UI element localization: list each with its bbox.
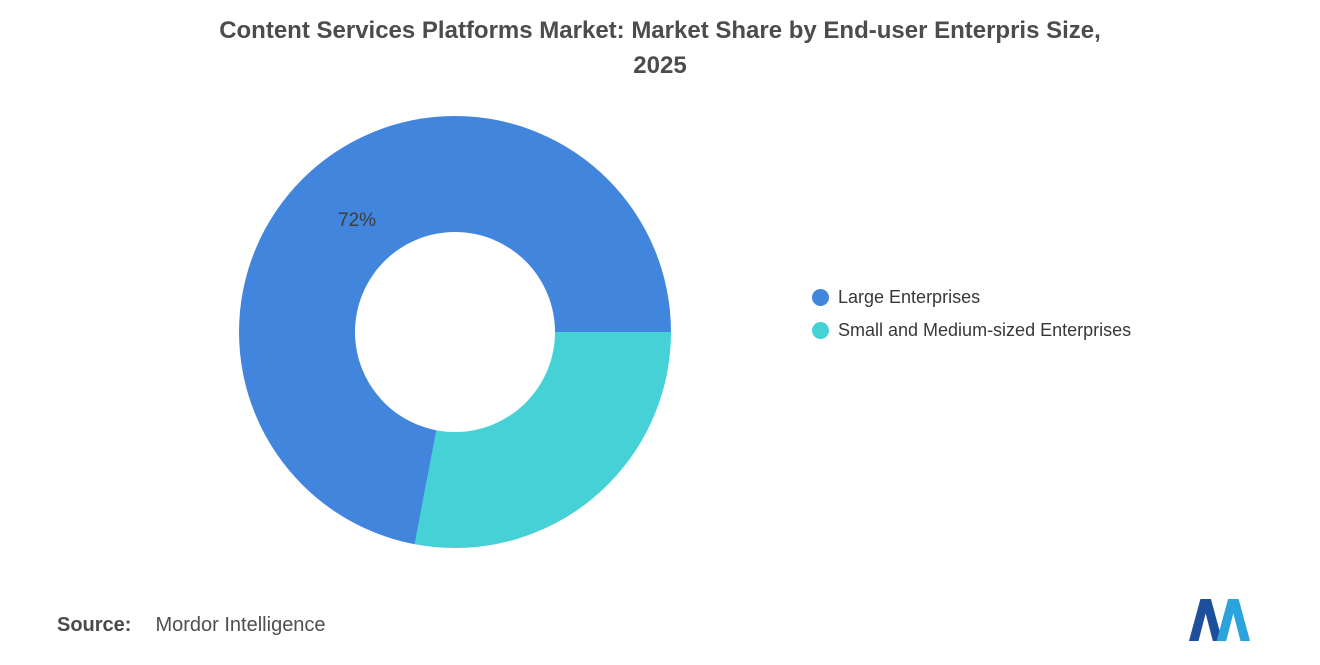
mordor-intelligence-logo (1188, 599, 1251, 641)
source-attribution: Source: Mordor Intelligence (57, 614, 326, 637)
chart-title-line1: Content Services Platforms Market: Marke… (219, 17, 1101, 44)
slice-data-label: 72% (338, 210, 377, 231)
source-text: Mordor Intelligence (155, 614, 326, 636)
chart-title: Content Services Platforms Market: Marke… (0, 14, 1320, 84)
legend-item-large-enterprises[interactable]: Large Enterprises (812, 284, 1131, 311)
legend-item-sme[interactable]: Small and Medium-sized Enterprises (812, 317, 1131, 344)
legend: Large Enterprises Small and Medium-sized… (812, 284, 1131, 350)
legend-label: Small and Medium-sized Enterprises (838, 320, 1132, 340)
donut-chart: 72% (239, 116, 671, 548)
donut-hole (355, 232, 555, 432)
source-prefix: Source: (57, 614, 132, 636)
logo-right-chevron (1216, 599, 1251, 641)
chart-title-line2: 2025 (633, 51, 687, 79)
legend-label: Large Enterprises (838, 287, 981, 307)
legend-marker-circle-icon (812, 322, 829, 339)
legend-marker-circle-icon (812, 289, 829, 306)
logo-left-chevron (1188, 599, 1223, 641)
